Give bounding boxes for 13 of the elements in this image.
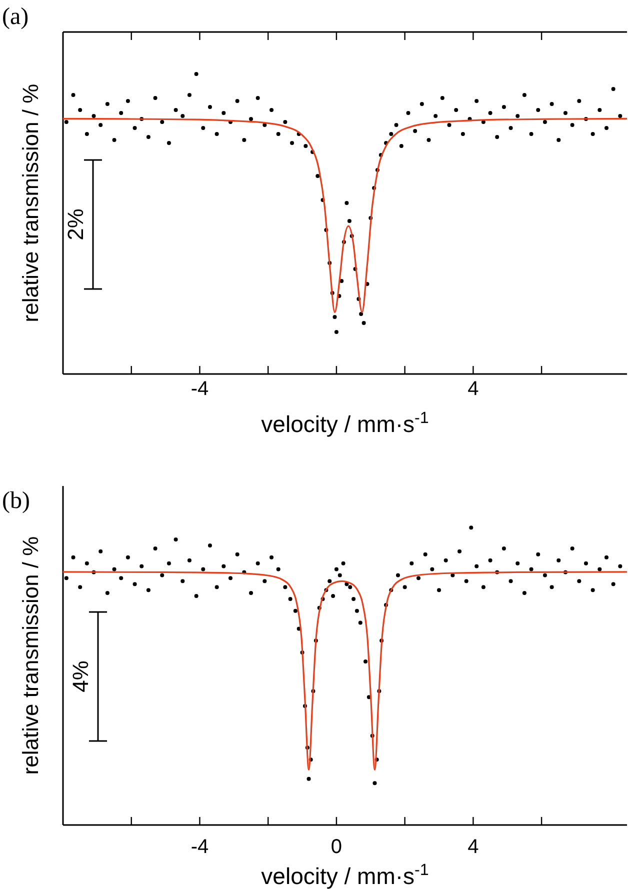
y-axis-title: relative transmission / % (18, 84, 43, 322)
x-tick-label: -4 (190, 378, 209, 400)
annotation: 2% (63, 208, 88, 240)
x-tick-label: 4 (468, 378, 479, 400)
y-axis-title: relative transmission / % (18, 536, 43, 775)
x-axis-title: velocity / mm·s$^{-1}$ (261, 409, 429, 437)
x-tick-label: -4 (190, 836, 209, 858)
annotation: 4% (68, 660, 93, 692)
x-axis-title: velocity / mm·s$^{-1}$ (261, 861, 429, 889)
chart-title: (b) (2, 488, 30, 514)
x-tick-label: 0 (330, 836, 342, 858)
x-tick-label: 4 (468, 836, 479, 858)
chart-title: (a) (2, 4, 29, 30)
